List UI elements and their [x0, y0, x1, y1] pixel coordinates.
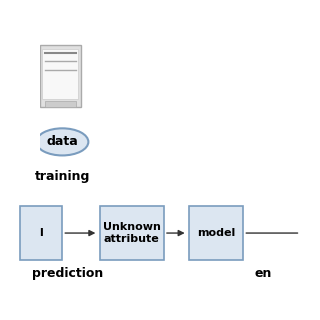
Ellipse shape [36, 128, 88, 156]
Text: prediction: prediction [32, 267, 103, 280]
FancyBboxPatch shape [45, 101, 76, 108]
Text: Unknown
attribute: Unknown attribute [103, 222, 161, 244]
Text: en: en [254, 267, 272, 280]
FancyBboxPatch shape [40, 44, 81, 108]
FancyBboxPatch shape [100, 206, 164, 260]
Text: model: model [197, 228, 235, 238]
Text: l: l [39, 228, 43, 238]
FancyBboxPatch shape [43, 50, 78, 99]
Text: training: training [35, 170, 90, 183]
FancyBboxPatch shape [20, 206, 62, 260]
FancyBboxPatch shape [189, 206, 243, 260]
Text: data: data [46, 135, 78, 148]
